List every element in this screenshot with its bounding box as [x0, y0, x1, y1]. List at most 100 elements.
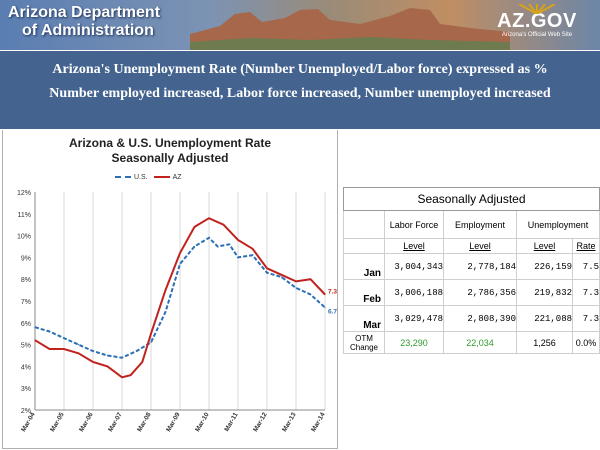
header-labor-force: Labor Force: [384, 210, 444, 239]
x-tick-label: Mar-14: [310, 411, 327, 433]
change-label-line-2: Change: [349, 342, 379, 352]
y-tick-label: 8%: [21, 277, 31, 284]
data-point: [266, 267, 268, 269]
data-point: [179, 252, 181, 254]
data-point: [208, 237, 210, 239]
row-month: Mar: [343, 305, 385, 332]
data-point: [92, 350, 94, 352]
chart-legend: U.S. AZ: [115, 174, 182, 181]
row-rate: 7.3: [572, 279, 600, 306]
x-tick-label: Mar-06: [78, 411, 95, 433]
table-row: Jan 3,004,343 2,778,184 226,159 7.5: [343, 253, 600, 280]
sunburst-icon: [518, 4, 556, 14]
series-line-us: [34, 236, 326, 359]
row-unemployment: 226,159: [516, 253, 573, 280]
row-month: Feb: [343, 279, 385, 306]
row-rate: 7.5: [572, 253, 600, 280]
data-point: [309, 293, 312, 296]
data-point: [295, 287, 297, 289]
header-unemployment: Unemployment: [516, 210, 600, 239]
change-rate: 0.0%: [572, 331, 600, 354]
employment-data-table: Seasonally Adjusted Labor Force Employme…: [343, 187, 600, 354]
data-point: [193, 245, 196, 248]
row-labor-force: 3,029,478: [384, 305, 444, 332]
x-tick-label: Mar-07: [107, 411, 124, 433]
data-point: [324, 306, 326, 309]
row-month: Jan: [343, 253, 385, 280]
data-point: [63, 348, 65, 350]
data-point: [266, 272, 268, 274]
subheader-employment-level: Level: [443, 238, 517, 254]
data-point: [121, 357, 123, 359]
data-point: [324, 293, 326, 296]
x-tick-label: Mar-05: [49, 411, 66, 433]
data-point: [77, 344, 80, 346]
chart-plot: 2%3%4%5%6%7%8%9%10%11%12%Mar-04 Mar-05 Mar…: [17, 190, 337, 433]
table-caption: Seasonally Adjusted: [343, 187, 600, 211]
x-tick-label: Mar-08: [136, 411, 153, 433]
data-point: [150, 341, 152, 344]
data-point: [48, 348, 51, 350]
legend-swatch-az: [153, 176, 170, 179]
x-tick-label: Mar-11: [223, 411, 240, 433]
legend-item-az: AZ: [153, 174, 182, 181]
y-tick-label: 4%: [21, 364, 31, 371]
table-caption-row: Seasonally Adjusted: [343, 187, 600, 211]
table-row: Feb 3,006,188 2,786,356 219,832 7.3: [343, 279, 600, 306]
data-point: [130, 374, 132, 376]
chart-subtitle: Seasonally Adjusted: [111, 151, 229, 165]
data-point: [121, 376, 123, 378]
y-tick-label: 2%: [21, 408, 31, 415]
department-line-1: Arizona Department: [8, 4, 161, 21]
data-point: [34, 326, 36, 328]
row-labor-force: 3,004,343: [384, 253, 444, 280]
data-point: [77, 352, 80, 354]
y-tick-label: 9%: [21, 255, 31, 262]
x-tick-label: Mar-10: [194, 411, 211, 433]
row-labor-force: 3,006,188: [384, 279, 444, 306]
subheader-labor-level: Level: [384, 238, 444, 254]
legend-label-us: U.S.: [134, 174, 148, 181]
table-header-row: Labor Force Employment Unemployment: [343, 210, 600, 239]
y-tick-label: 3%: [21, 386, 31, 393]
chart-title-block: Arizona & U.S. Unemployment Rate Seasona…: [3, 136, 337, 166]
data-point: [251, 248, 254, 250]
x-tick-label: Mar-12: [252, 411, 269, 433]
row-unemployment: 221,088: [516, 305, 573, 332]
seasonally-adjusted-table: Seasonally Adjusted Labor Force Employme…: [343, 187, 600, 362]
data-point: [208, 217, 210, 219]
sedona-landscape-image: [190, 8, 510, 50]
end-value-label: 7.3%: [328, 288, 337, 295]
department-name: Arizona Department of Administration: [8, 4, 160, 40]
az-gov-logo[interactable]: AZ.GOV Arizona's Official Web Site: [492, 4, 582, 46]
row-employment: 2,808,390: [443, 305, 517, 332]
y-tick-label: 6%: [21, 321, 31, 328]
subheader-rate: Rate: [572, 238, 600, 254]
data-point: [164, 289, 167, 291]
x-tick-label: Mar-13: [281, 411, 298, 433]
data-point: [237, 256, 239, 258]
data-point: [92, 361, 94, 363]
row-rate: 7.3: [572, 305, 600, 332]
row-employment: 2,786,356: [443, 279, 517, 306]
subheader-unemployment-level: Level: [516, 238, 573, 254]
data-point: [150, 333, 152, 335]
data-point: [237, 239, 239, 241]
data-point: [251, 254, 254, 256]
table-subheader-row: Level Level Level Rate: [343, 238, 600, 254]
data-point: [141, 361, 143, 363]
change-label-line-1: OTM: [355, 333, 373, 343]
legend-label-az: AZ: [172, 174, 182, 181]
az-gov-logo-subtext: Arizona's Official Web Site: [501, 32, 573, 38]
y-tick-label: 5%: [21, 343, 31, 350]
y-tick-label: 10%: [17, 234, 31, 241]
data-point: [63, 337, 65, 339]
data-point: [228, 243, 230, 245]
change-labor-force: 23,290: [384, 331, 444, 354]
department-line-2: of Administration: [22, 22, 154, 39]
series-line-az: [34, 217, 326, 379]
data-point: [217, 245, 219, 248]
headline-line-1: Arizona's Unemployment Rate (Number Unem…: [52, 62, 548, 77]
data-point: [179, 263, 181, 265]
data-point: [106, 354, 109, 357]
